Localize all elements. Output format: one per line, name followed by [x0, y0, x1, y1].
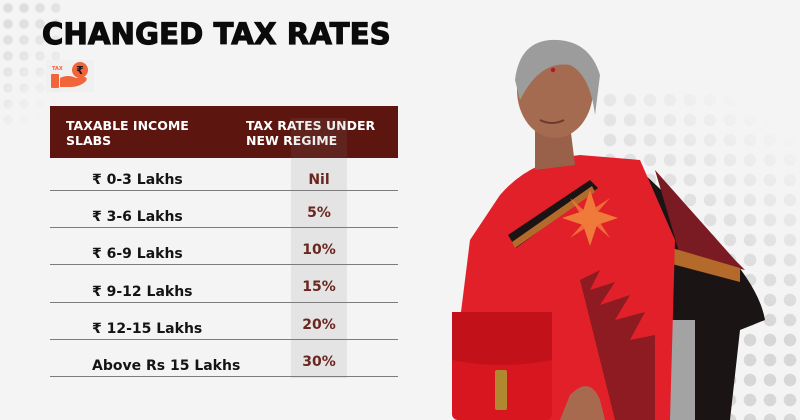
- table-row: ₹ 6-9 Lakhs 10%: [50, 228, 398, 266]
- table-row: ₹ 12-15 Lakhs 20%: [50, 303, 398, 340]
- rate-value: 5%: [307, 205, 331, 221]
- page-title: CHANGED TAX RATES: [41, 16, 391, 51]
- slab-label: Above Rs 15 Lakhs: [92, 357, 241, 374]
- slab-label: ₹ 9-12 Lakhs: [92, 283, 193, 300]
- slab-label: ₹ 0-3 Lakhs: [92, 172, 183, 188]
- table-row: Above Rs 15 Lakhs 30%: [50, 340, 398, 377]
- column-header-slabs: TAXABLE INCOME SLABS: [66, 118, 189, 148]
- portrait-photo: [440, 20, 770, 420]
- slab-label: ₹ 6-9 Lakhs: [92, 246, 183, 263]
- tax-rupee-hand-icon: TAX ₹: [46, 60, 94, 92]
- rate-value: 10%: [302, 242, 336, 259]
- svg-text:TAX: TAX: [52, 66, 63, 72]
- column-header-rates: TAX RATES UNDER NEW REGIME: [246, 118, 376, 148]
- slab-label: ₹ 3-6 Lakhs: [92, 209, 183, 226]
- table-row: ₹ 0-3 Lakhs Nil: [50, 158, 398, 191]
- rate-value: 15%: [302, 279, 336, 296]
- tax-rates-table: TAXABLE INCOME SLABS TAX RATES UNDER NEW…: [50, 106, 398, 378]
- table-header: TAXABLE INCOME SLABS TAX RATES UNDER NEW…: [50, 106, 398, 158]
- rate-value: 20%: [302, 316, 336, 333]
- rate-value: Nil: [308, 172, 330, 188]
- table-row: ₹ 9-12 Lakhs 15%: [50, 265, 398, 303]
- rate-value: 30%: [302, 353, 336, 370]
- slab-label: ₹ 12-15 Lakhs: [92, 320, 203, 337]
- table-row: ₹ 3-6 Lakhs 5%: [50, 191, 398, 229]
- svg-text:₹: ₹: [76, 64, 84, 77]
